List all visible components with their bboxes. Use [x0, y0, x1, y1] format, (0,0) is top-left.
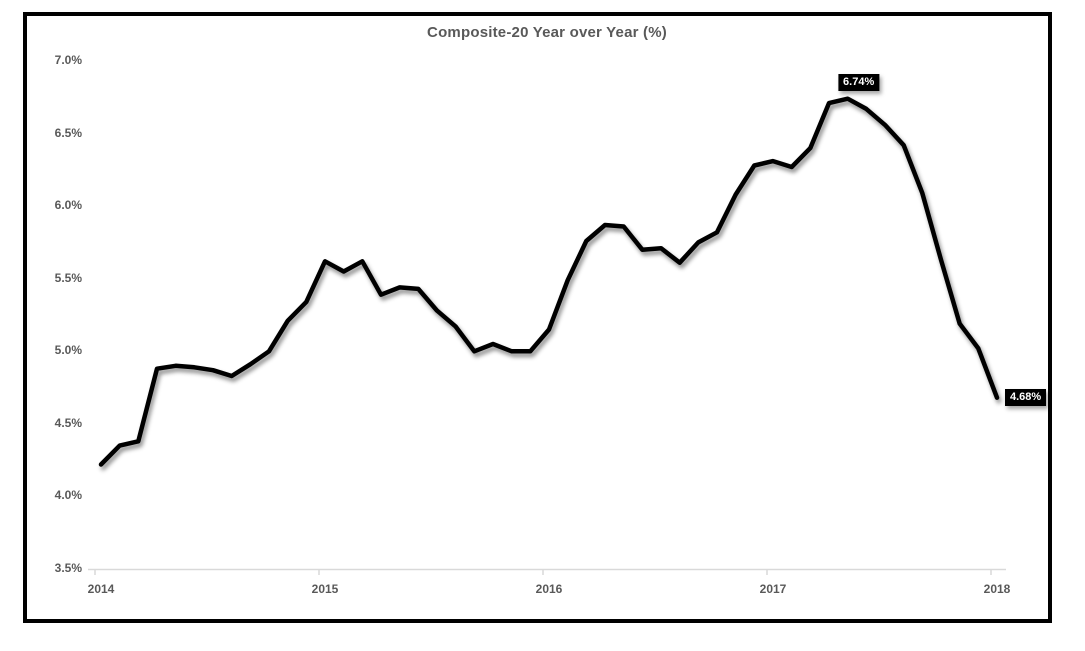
x-axis-tick-label: 2017 [759, 582, 787, 596]
y-axis-tick-label: 4.0% [54, 488, 82, 503]
x-axis-tick-label: 2016 [535, 582, 563, 596]
chart-border-frame [23, 12, 1052, 623]
peak-data-label: 6.74% [838, 73, 880, 91]
y-axis-tick-label: 7.0% [54, 53, 82, 67]
data-series-line [98, 96, 1000, 467]
y-axis-tick-label: 6.5% [54, 125, 82, 140]
y-axis-tick-label: 4.5% [54, 415, 82, 430]
y-axis-tick-label: 3.5% [54, 561, 82, 575]
y-axis-tick-label: 6.0% [54, 198, 82, 213]
y-axis-tick-label: 5.5% [54, 270, 82, 285]
x-axis-ticks [94, 569, 992, 575]
x-axis-tick-label: 2015 [311, 582, 339, 596]
end-data-label: 4.68% [1005, 388, 1047, 406]
x-axis-tick-label: 2014 [87, 582, 115, 596]
y-axis-tick-label: 5.0% [54, 343, 82, 358]
x-axis-tick-label: 2018 [983, 582, 1011, 596]
chart-title: Composite-20 Year over Year (%) [427, 24, 667, 41]
